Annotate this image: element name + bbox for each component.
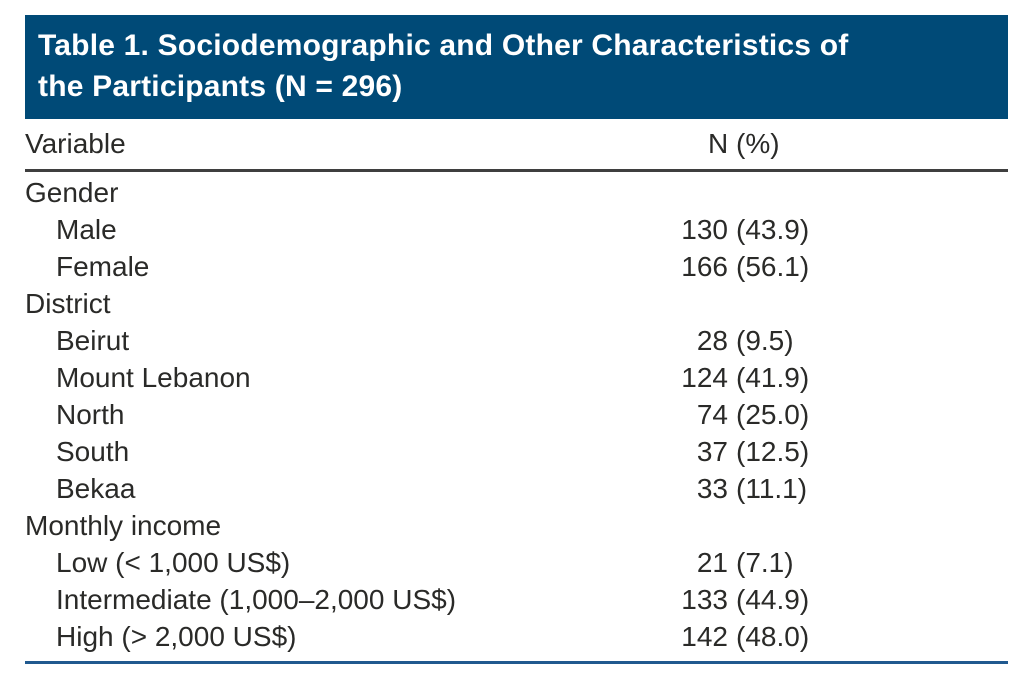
row-count: 166	[681, 250, 728, 282]
row-count: 133	[681, 583, 728, 615]
row-label: Mount Lebanon	[56, 361, 251, 393]
row-count: 130	[681, 213, 728, 245]
header-rule	[25, 169, 1008, 172]
row-label: Low (< 1,000 US$)	[56, 546, 291, 578]
table-title-banner: Table 1. Sociodemographic and Other Char…	[25, 15, 1008, 119]
row-label: Female	[56, 250, 150, 282]
row-label: Intermediate (1,000–2,000 US$)	[56, 583, 457, 615]
row-label: Beirut	[56, 324, 130, 356]
bottom-rule	[25, 661, 1008, 664]
table-row: High (> 2,000 US$) 142 (48.0)	[25, 618, 1008, 655]
row-count: 37	[696, 435, 728, 467]
row-label: High (> 2,000 US$)	[56, 620, 297, 652]
table-row: Beirut 28 (9.5)	[25, 322, 1008, 359]
table-header-row: Variable N (%)	[25, 119, 1008, 169]
row-count: 21	[696, 546, 728, 578]
row-percent: (7.1)	[736, 546, 794, 578]
row-percent: (12.5)	[736, 435, 810, 467]
table: Variable N (%) Gender Male 130 (43.9) Fem…	[25, 119, 1008, 664]
table-row: District	[25, 285, 1008, 322]
row-percent: (25.0)	[736, 398, 810, 430]
table-row: South 37 (12.5)	[25, 433, 1008, 470]
row-count: 74	[696, 398, 728, 430]
table-title-line1: Table 1. Sociodemographic and Other Char…	[38, 29, 849, 62]
column-header-n-pct: N (%)	[708, 128, 780, 159]
row-label: Bekaa	[56, 472, 136, 504]
row-count: 28	[696, 324, 728, 356]
table-row: Female 166 (56.1)	[25, 248, 1008, 285]
row-count: 142	[681, 620, 728, 652]
row-label: Monthly income	[25, 509, 222, 541]
table-row: Male 130 (43.9)	[25, 211, 1008, 248]
table-row: Monthly income	[25, 507, 1008, 544]
row-label: South	[56, 435, 130, 467]
table-row: Intermediate (1,000–2,000 US$) 133 (44.9)	[25, 581, 1008, 618]
row-percent: (48.0)	[736, 620, 810, 652]
table-row: Gender	[25, 174, 1008, 211]
row-count: 33	[696, 472, 728, 504]
column-header-variable: Variable	[25, 128, 126, 159]
row-percent: (41.9)	[736, 361, 810, 393]
table-row: Low (< 1,000 US$) 21 (7.1)	[25, 544, 1008, 581]
row-percent: (9.5)	[736, 324, 794, 356]
row-percent: (11.1)	[736, 472, 808, 504]
table-title-line2: the Participants (N = 296)	[38, 70, 403, 103]
table-body: Gender Male 130 (43.9) Female 166 (56.1) D…	[25, 172, 1008, 655]
row-label: North	[56, 398, 125, 430]
row-percent: (44.9)	[736, 583, 810, 615]
row-percent: (43.9)	[736, 213, 810, 245]
row-label: District	[25, 287, 111, 319]
row-percent: (56.1)	[736, 250, 810, 282]
table-row: Mount Lebanon 124 (41.9)	[25, 359, 1008, 396]
table-row: Bekaa 33 (11.1)	[25, 470, 1008, 507]
row-label: Gender	[25, 176, 119, 208]
row-label: Male	[56, 213, 117, 245]
row-count: 124	[681, 361, 728, 393]
table-row: North 74 (25.0)	[25, 396, 1008, 433]
